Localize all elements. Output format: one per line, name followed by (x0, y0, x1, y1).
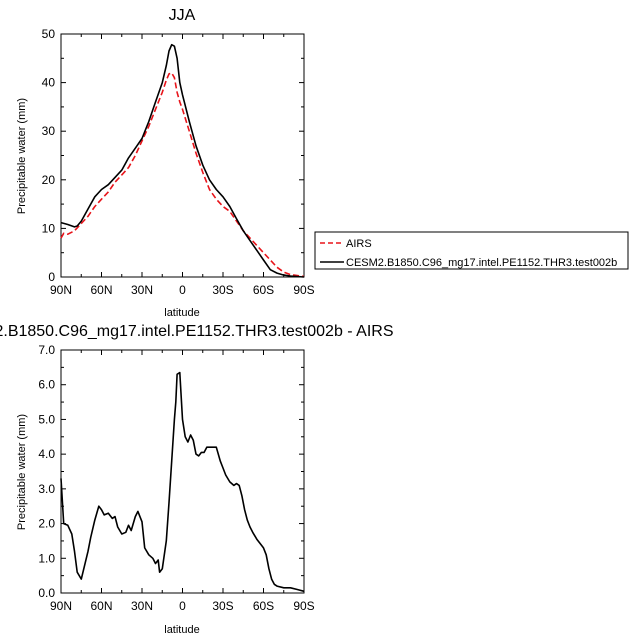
top-x-axis-label: latitude (164, 307, 199, 319)
top-x-tick-label: 30S (212, 283, 233, 297)
bottom-y-tick-label: 2.0 (38, 517, 55, 531)
bottom-y-tick-label: 0.0 (38, 586, 55, 600)
bottom-x-tick-label: 60N (90, 599, 112, 613)
top-y-tick-label: 0 (48, 270, 55, 284)
top-y-tick-label: 40 (42, 76, 56, 90)
top-y-tick-label: 30 (42, 124, 56, 138)
legend-box (314, 231, 629, 270)
bottom-x-tick-label: 30S (212, 599, 233, 613)
top-y-tick-label: 20 (42, 173, 56, 187)
legend-model-label: CESM2.B1850.C96_mg17.intel.PE1152.THR3.t… (346, 257, 617, 269)
top-plot-frame (60, 33, 305, 278)
top-chart-title: JJA (169, 7, 196, 24)
legend-airs-label: AIRS (346, 238, 372, 250)
bottom-panel: SM2.B1850.C96_mg17.intel.PE1152.THR3.tes… (0, 323, 394, 636)
bottom-x-tick-label: 30N (131, 599, 153, 613)
top-y-tick-label: 50 (42, 27, 56, 41)
bottom-y-tick-label: 7.0 (38, 343, 55, 357)
bottom-chart-title: SM2.B1850.C96_mg17.intel.PE1152.THR3.tes… (0, 323, 394, 340)
bottom-x-tick-label: 0 (179, 599, 186, 613)
top-panel: JJA Precipitable water (mm) latitude 90N… (16, 7, 315, 319)
bottom-y-tick-label: 1.0 (38, 551, 55, 565)
top-y-axis-label: Precipitable water (mm) (16, 98, 28, 214)
top-series-line-airs (60, 72, 305, 278)
top-x-tick-label: 60S (253, 283, 274, 297)
bottom-x-axis-label: latitude (164, 624, 199, 636)
bottom-series-line-difference (60, 371, 305, 593)
top-x-tick-label: 0 (179, 283, 186, 297)
top-legend: AIRS CESM2.B1850.C96_mg17.intel.PE1152.T… (314, 231, 629, 270)
bottom-y-tick-label: 3.0 (38, 482, 55, 496)
bottom-y-tick-label: 6.0 (38, 378, 55, 392)
bottom-y-tick-label: 5.0 (38, 412, 55, 426)
top-x-tick-label: 90N (50, 283, 72, 297)
top-x-tick-label: 30N (131, 283, 153, 297)
bottom-y-tick-label: 4.0 (38, 447, 55, 461)
top-y-tick-label: 10 (42, 221, 56, 235)
bottom-x-tick-label: 90N (50, 599, 72, 613)
top-x-tick-label: 90S (293, 283, 314, 297)
top-series-line-model (60, 43, 305, 278)
bottom-y-axis-label: Precipitable water (mm) (16, 414, 28, 530)
bottom-x-tick-label: 60S (253, 599, 274, 613)
top-x-tick-label: 60N (90, 283, 112, 297)
bottom-x-tick-label: 90S (293, 599, 314, 613)
bottom-plot-frame (60, 349, 305, 594)
